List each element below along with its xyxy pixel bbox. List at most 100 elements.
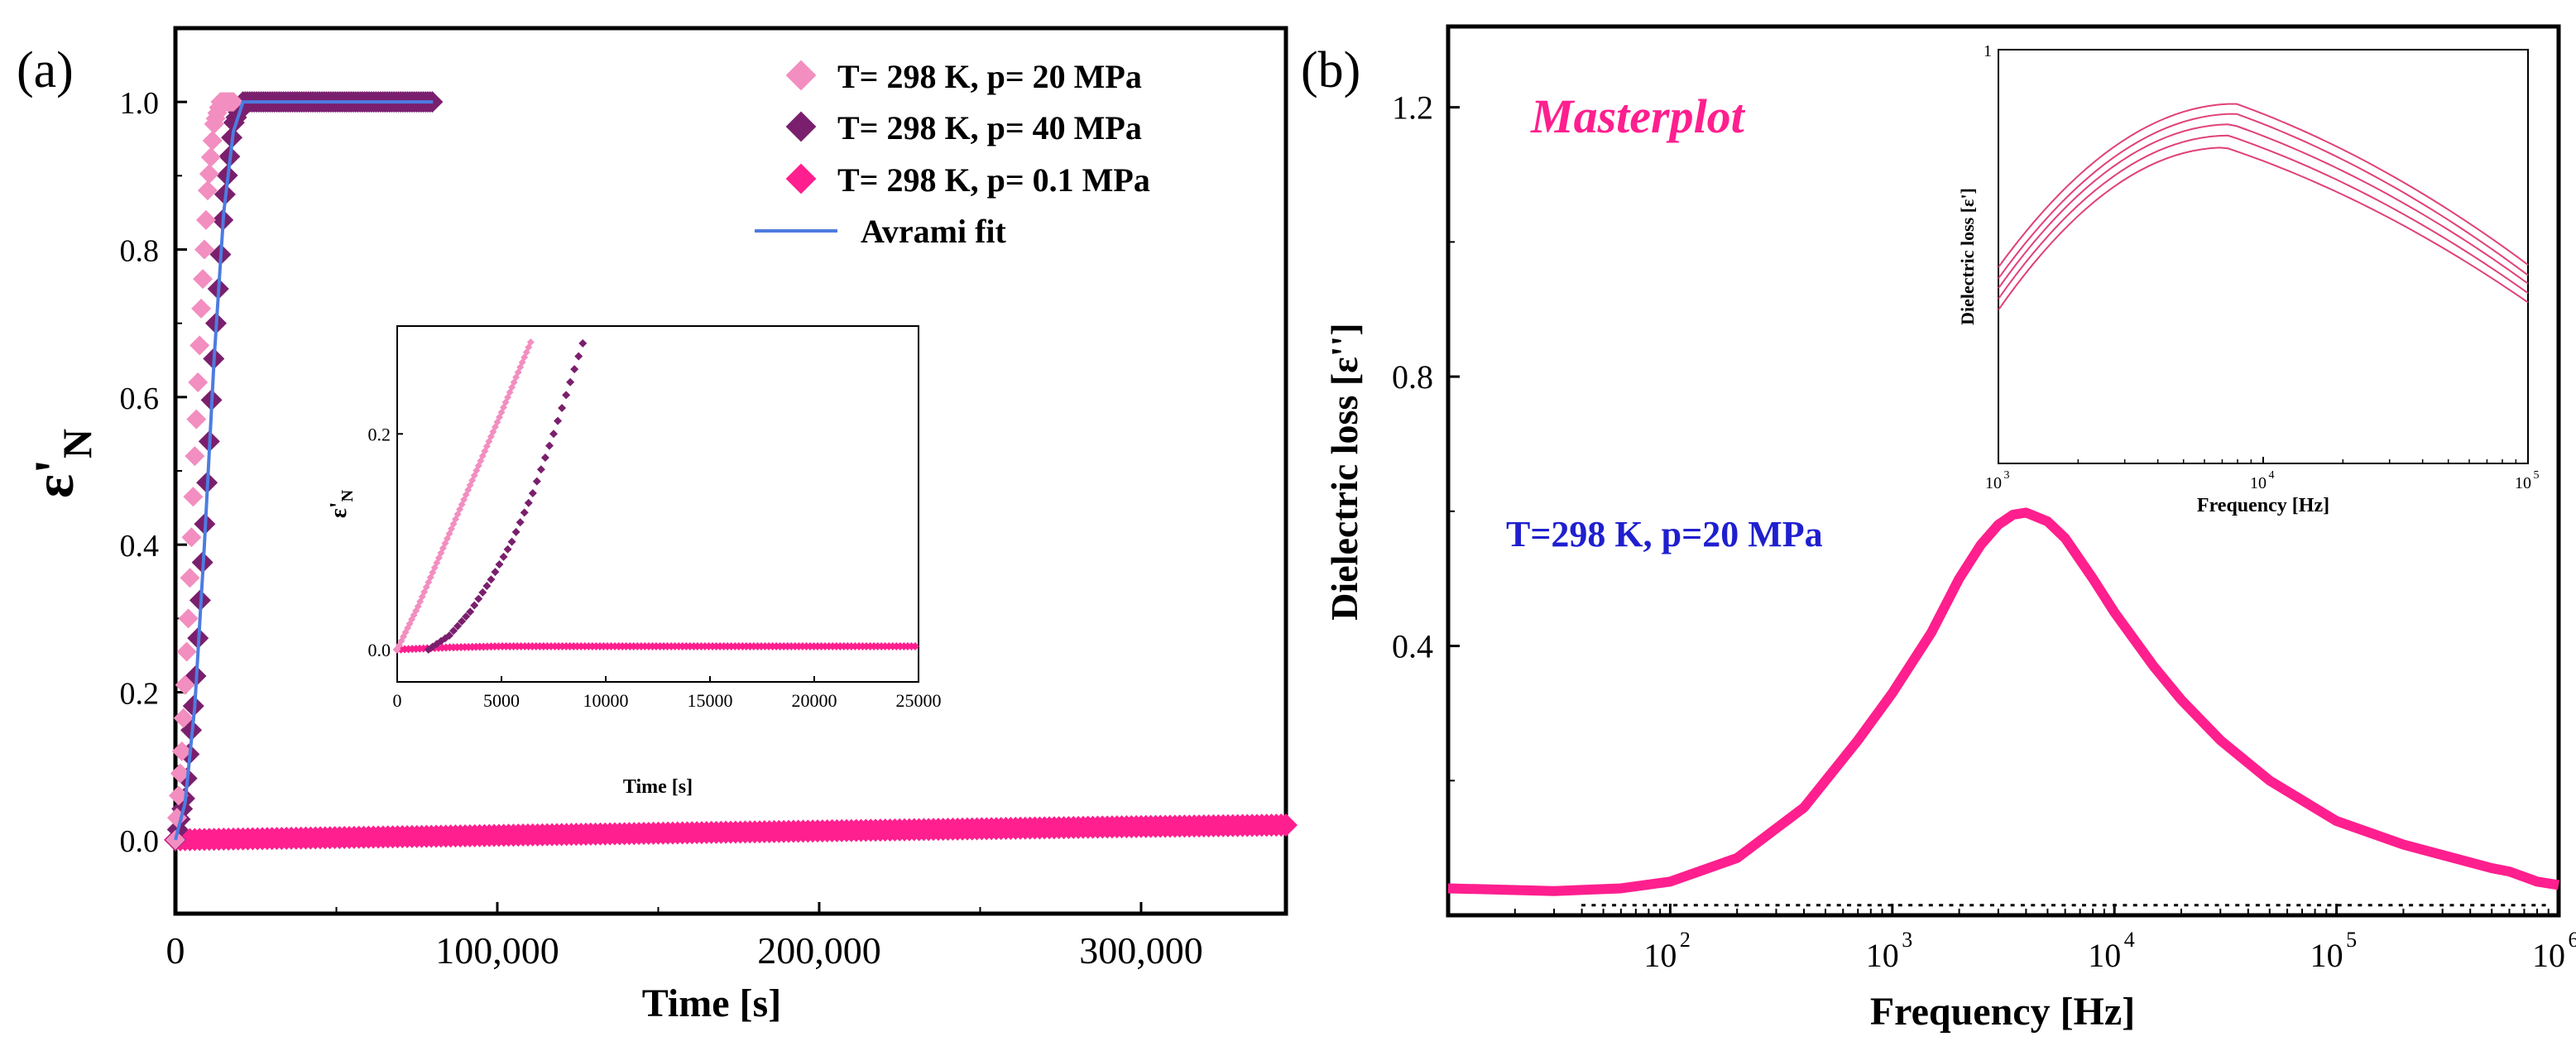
panel-a-inset-marks xyxy=(393,338,919,654)
panel-a-x-tick-label: 100,000 xyxy=(435,929,559,972)
panel-b-y-tick-label: 1.2 xyxy=(1392,89,1433,127)
point-20mpa xyxy=(186,409,207,430)
legend-label-avrami: Avrami fit xyxy=(861,213,1007,250)
point-20mpa xyxy=(185,446,205,467)
point-20mpa xyxy=(168,785,189,806)
inset-a-x-tick-label: 20000 xyxy=(792,690,837,711)
point-20mpa xyxy=(165,829,185,850)
svg-text:ε'N: ε'N xyxy=(326,489,357,518)
panel-a-marks xyxy=(164,91,1298,852)
inset-b-curve xyxy=(1998,123,2529,289)
panel-b-x-axis-title: Frequency [Hz] xyxy=(1870,990,2135,1034)
point-20mpa xyxy=(170,763,190,784)
inset-a-point-40mpa xyxy=(511,527,520,536)
inset-a-point-40mpa xyxy=(503,545,512,554)
panel-b-condition-label: T=298 K, p=20 MPa xyxy=(1506,514,1823,554)
inset-a-x-tick-label: 10000 xyxy=(583,690,629,711)
panel-b-x-tick-label: 10 xyxy=(2310,937,2343,974)
svg-text:ε'N: ε'N xyxy=(22,429,100,498)
panel-b-x-tick-exponent: 6 xyxy=(2569,928,2576,952)
point-20mpa xyxy=(189,335,210,356)
panel-b-inset-frame xyxy=(1998,49,2529,464)
panel-a-inset-frame xyxy=(396,325,919,683)
panel-a-y-tick-label: 0.2 xyxy=(120,677,160,712)
inset-a-point-40mpa xyxy=(566,377,575,386)
inset-a-x-tick-label: 15000 xyxy=(688,690,733,711)
inset-a-point-40mpa xyxy=(482,582,492,591)
inset-a-x-tick-label: 25000 xyxy=(896,690,942,711)
panel-a-inset: 0 5000 10000 15000 20000 25000 0.0 0.2 Time [s]… xyxy=(326,325,942,798)
panel-a-y-axis-title: ε'N xyxy=(22,429,100,498)
inset-a-point-20mpa xyxy=(526,338,535,347)
legend-marker-0-1mpa xyxy=(785,163,817,194)
inset-a-point-40mpa xyxy=(449,626,458,636)
inset-a-point-40mpa xyxy=(570,365,579,374)
panel-a-y-tick-label: 0.6 xyxy=(120,382,160,416)
inset-a-point-40mpa xyxy=(507,537,516,546)
inset-a-point-40mpa xyxy=(524,498,533,507)
avrami-fit-line xyxy=(174,100,434,841)
inset-a-point-40mpa xyxy=(478,588,487,597)
panel-a-y-tick-label: 0.8 xyxy=(120,234,160,269)
legend-item-40mpa: T= 298 K, p= 40 MPa xyxy=(785,109,1142,146)
panel-a-x-tick-label: 300,000 xyxy=(1079,929,1203,972)
legend-item-0-1mpa: T= 298 K, p= 0.1 MPa xyxy=(785,161,1150,199)
point-20mpa xyxy=(178,608,199,629)
point-0-1mpa xyxy=(1274,813,1298,837)
panel-a-legend: T= 298 K, p= 20 MPa T= 298 K, p= 40 MPa … xyxy=(755,58,1150,250)
panel-b-y-tick-label: 0.8 xyxy=(1392,358,1433,396)
inset-a-point-40mpa xyxy=(544,441,554,450)
panel-b-x-tick-label: 10 xyxy=(1643,937,1677,974)
panel-label-a: (a) xyxy=(17,42,74,98)
panel-a-inset-x-title: Time [s] xyxy=(623,776,693,798)
inset-a-point-40mpa xyxy=(474,594,483,603)
inset-a-point-40mpa xyxy=(487,575,496,584)
legend-marker-20mpa xyxy=(785,60,817,91)
point-20mpa xyxy=(200,147,221,168)
inset-a-point-40mpa xyxy=(495,559,504,569)
panel-b-annotation: Masterplot xyxy=(1530,89,1746,143)
panel-b-marks xyxy=(1447,507,2559,907)
panel-b-frame xyxy=(1446,24,2561,918)
point-20mpa xyxy=(181,527,202,548)
inset-a-point-20mpa xyxy=(491,423,499,431)
inset-b-curve xyxy=(1998,113,2529,280)
inset-a-point-40mpa xyxy=(453,621,463,631)
panel-a-inset-y-title-main: ε' xyxy=(326,502,352,518)
panel-b-inset-x-title: Frequency [Hz] xyxy=(2197,495,2329,516)
point-20mpa xyxy=(193,269,213,290)
point-20mpa xyxy=(175,674,195,695)
inset-a-x-tick-label: 5000 xyxy=(483,690,520,711)
inset-b-y-tick-label: 1 xyxy=(1984,42,1992,60)
point-20mpa xyxy=(194,239,215,260)
legend-marker-40mpa xyxy=(785,111,817,142)
inset-a-point-40mpa xyxy=(466,607,475,617)
legend-label-20mpa: T= 298 K, p= 20 MPa xyxy=(837,58,1142,95)
inset-b-x-tick-exponent: 3 xyxy=(2004,469,2010,482)
inset-a-point-40mpa xyxy=(554,416,563,425)
point-20mpa xyxy=(197,180,218,201)
inset-b-curve xyxy=(1998,146,2529,311)
panel-a-x-tick-label: 200,000 xyxy=(757,929,881,972)
panel-a-inset-ticks: 0 5000 10000 15000 20000 25000 0.0 0.2 xyxy=(368,424,942,711)
panel-b-x-tick-exponent: 4 xyxy=(2124,928,2135,952)
panel-b-x-tick-exponent: 3 xyxy=(1902,928,1912,952)
panel-a-y-axis-title-sub: N xyxy=(54,429,100,458)
inset-a-point-40mpa xyxy=(462,612,471,621)
panel-a-y-tick-label: 1.0 xyxy=(120,86,160,121)
point-20mpa xyxy=(223,92,244,113)
point-20mpa xyxy=(180,568,200,588)
panel-b-y-tick-label: 0.4 xyxy=(1392,628,1433,665)
inset-b-x-tick-exponent: 5 xyxy=(2534,469,2540,482)
panel-b-inset: 10 3 10 4 10 51 Frequency [Hz] Dielectric los… xyxy=(1957,42,2540,516)
inset-a-point-40mpa xyxy=(536,465,545,474)
panel-b-inset-marks xyxy=(1998,103,2529,311)
inset-a-y-tick-label: 0.2 xyxy=(368,424,391,444)
inset-b-curve xyxy=(1998,103,2529,268)
panel-b-x-tick-exponent: 2 xyxy=(1680,928,1691,952)
point-20mpa xyxy=(188,372,209,392)
legend-label-0-1mpa: T= 298 K, p= 0.1 MPa xyxy=(837,161,1150,199)
masterplot-curve xyxy=(1447,507,2559,896)
panel-b-y-axis-title: Dielectric loss [ε''] xyxy=(1323,323,1365,620)
panel-a-x-axis-title: Time [s] xyxy=(642,981,781,1025)
